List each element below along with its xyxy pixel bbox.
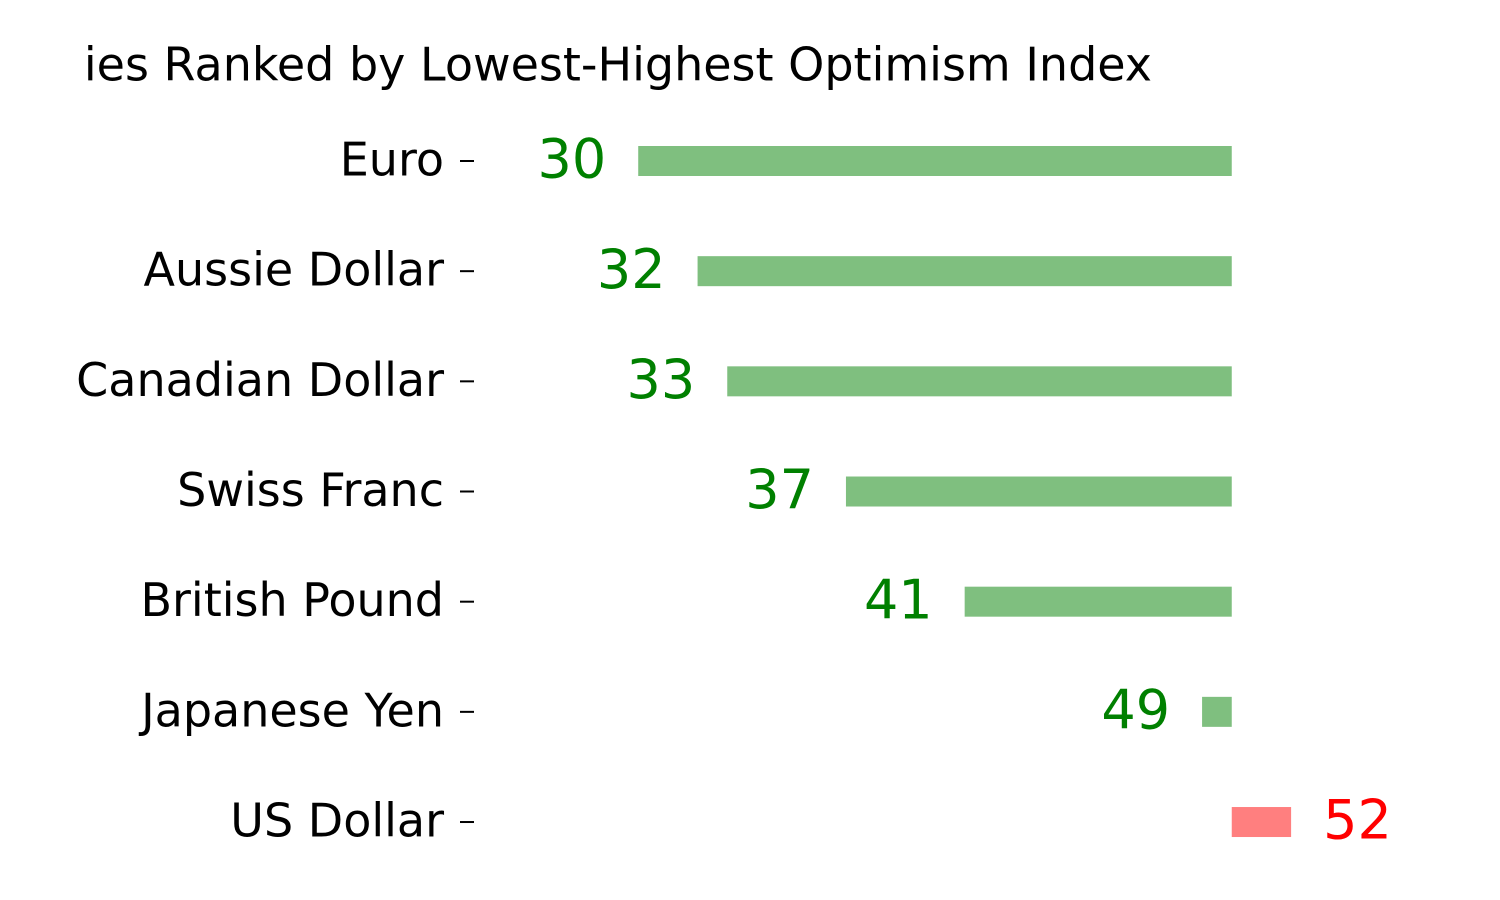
bar: [845, 476, 1232, 507]
bar: [1231, 807, 1292, 838]
value-label: 49: [1101, 678, 1170, 741]
y-tick-label: US Dollar: [230, 794, 444, 848]
chart-title: ies Ranked by Lowest-Highest Optimism In…: [84, 38, 1152, 92]
bar: [727, 366, 1232, 397]
value-label: 37: [745, 458, 814, 521]
y-tick-label: Aussie Dollar: [144, 243, 445, 297]
bar: [1202, 696, 1232, 727]
value-label: 30: [538, 128, 607, 191]
y-tick-label: Canadian Dollar: [76, 353, 444, 407]
bar: [964, 586, 1232, 617]
bar: [638, 146, 1232, 176]
value-label: 32: [597, 238, 666, 301]
y-tick-label: British Pound: [140, 573, 444, 627]
value-label: 41: [864, 568, 933, 631]
y-tick-label: Japanese Yen: [138, 683, 444, 737]
value-label: 33: [627, 348, 696, 411]
value-label: 52: [1323, 789, 1392, 852]
y-tick-label: Swiss Franc: [177, 463, 444, 517]
bar: [697, 256, 1232, 287]
y-tick-label: Euro: [340, 133, 444, 187]
